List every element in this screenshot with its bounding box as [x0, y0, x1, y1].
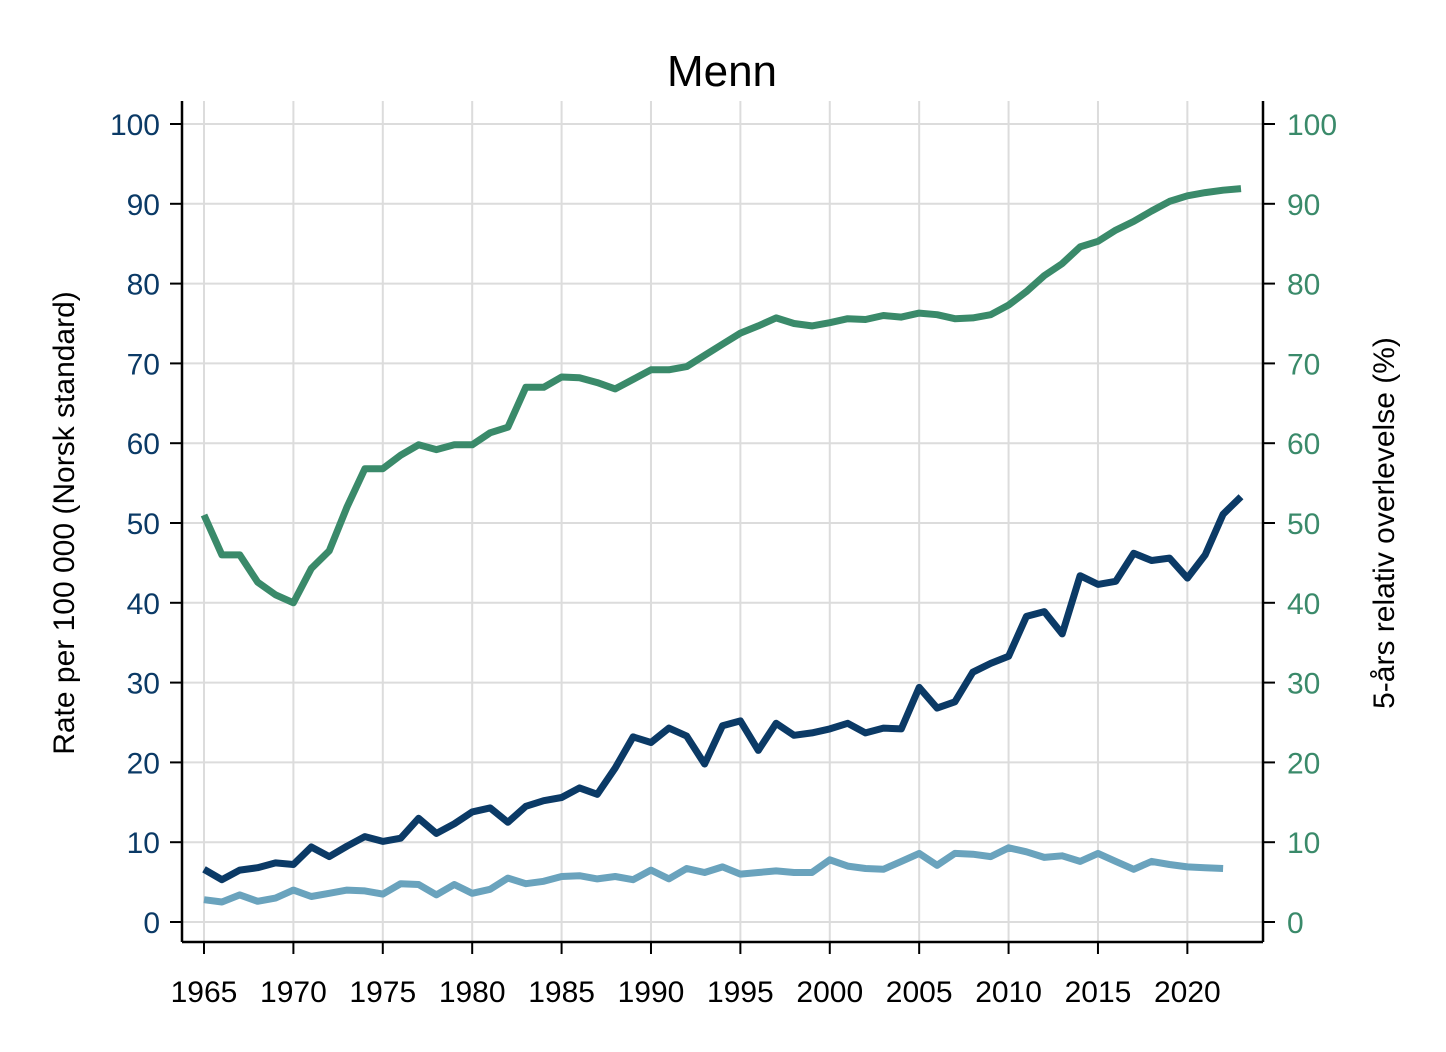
x-tick-label: 1965 [171, 976, 238, 1009]
y-tick-label-right: 0 [1287, 907, 1304, 940]
y-tick-label-right: 60 [1287, 428, 1320, 461]
y-tick-label-left: 20 [127, 747, 160, 780]
y-tick-label-right: 30 [1287, 668, 1320, 701]
x-tick-label: 2015 [1065, 976, 1132, 1009]
y-tick-label-left: 10 [127, 827, 160, 860]
x-tick-label: 1970 [260, 976, 327, 1009]
series-survival-line [200, 185, 1242, 607]
y-tick-label-right: 70 [1287, 348, 1320, 381]
y-tick-label-left: 70 [127, 348, 160, 381]
chart-title: Menn [667, 47, 777, 96]
y-tick-label-left: 60 [127, 428, 160, 461]
y-tick-label-left: 0 [143, 907, 160, 940]
y-tick-label-right: 90 [1287, 189, 1320, 222]
y-axis-label-right: 5-års relativ overlevelse (%) [1368, 337, 1401, 709]
series-group [200, 185, 1244, 906]
y-tick-label-left: 90 [127, 189, 160, 222]
x-tick-label: 1995 [707, 976, 774, 1009]
y-tick-label-left: 100 [110, 109, 160, 142]
y-tick-label-right: 20 [1287, 747, 1320, 780]
series-mortality-line [203, 844, 1224, 906]
y-tick-label-right: 40 [1287, 588, 1320, 621]
y-tick-label-right: 100 [1287, 109, 1337, 142]
grid-lines [182, 101, 1263, 942]
x-tick-label: 1980 [439, 976, 506, 1009]
x-tick-label: 1975 [349, 976, 416, 1009]
y-tick-label-left: 30 [127, 668, 160, 701]
x-tick-label: 1985 [528, 976, 595, 1009]
y-tick-label-left: 80 [127, 269, 160, 302]
x-tick-label: 1990 [618, 976, 685, 1009]
x-tick-label: 2005 [886, 976, 953, 1009]
y-axis-label-left: Rate per 100 000 (Norsk standard) [48, 291, 81, 755]
y-tick-label-right: 10 [1287, 827, 1320, 860]
y-tick-label-right: 80 [1287, 269, 1320, 302]
x-tick-label: 2020 [1154, 976, 1221, 1009]
x-tick-label: 2000 [796, 976, 863, 1009]
axes [170, 101, 1275, 954]
y-tick-label-left: 40 [127, 588, 160, 621]
y-tick-label-right: 50 [1287, 508, 1320, 541]
series-incidence-line [202, 494, 1244, 884]
y-tick-label-left: 50 [127, 508, 160, 541]
x-tick-label: 2010 [975, 976, 1042, 1009]
